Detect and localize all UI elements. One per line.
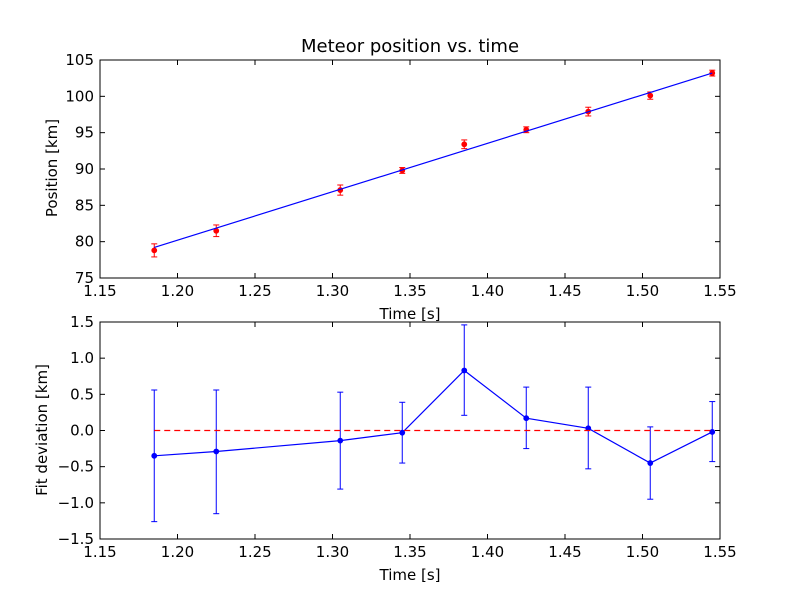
position-x-tick-label: 1.20 xyxy=(161,282,194,300)
deviation-y-tick-label: −1.5 xyxy=(58,530,94,548)
position-x-tick-label: 1.25 xyxy=(238,282,271,300)
deviation-x-tick-label: 1.35 xyxy=(393,543,426,561)
deviation-x-tick-label: 1.20 xyxy=(161,543,194,561)
position-x-tick-label: 1.55 xyxy=(703,282,736,300)
position-x-tick-label: 1.15 xyxy=(83,282,116,300)
deviation-y-tick-label: 1.5 xyxy=(70,313,94,331)
position-x-tick-label: 1.35 xyxy=(393,282,426,300)
position-data-point xyxy=(647,92,654,99)
fit-deviation-plot: Time [s] Fit deviation [km] 1.15 1.20 1.25… xyxy=(33,313,737,584)
deviation-y-tick-label: −1.0 xyxy=(58,494,94,512)
deviation-data-point xyxy=(337,437,344,444)
deviation-data-point xyxy=(647,460,654,466)
deviation-x-tick-label: 1.30 xyxy=(316,543,349,561)
position-plot-y-label: Position [km] xyxy=(43,119,61,217)
position-plot: Meteor position vs. time Time [s] Positi… xyxy=(43,36,737,323)
position-y-tick-label: 90 xyxy=(75,160,94,178)
position-x-tick-label: 1.40 xyxy=(471,282,504,300)
deviation-x-tick-label: 1.45 xyxy=(548,543,581,561)
deviation-x-tick-label: 1.15 xyxy=(83,543,116,561)
fit-deviation-plot-y-label: Fit deviation [km] xyxy=(33,364,51,496)
position-plot-x-label: Time [s] xyxy=(379,305,441,323)
deviation-x-tick-label: 1.55 xyxy=(703,543,736,561)
deviation-y-tick-label: −0.5 xyxy=(58,458,94,476)
deviation-data-point xyxy=(151,452,158,459)
deviation-x-tick-label: 1.40 xyxy=(471,543,504,561)
deviation-data-point xyxy=(523,415,530,422)
deviation-x-tick-label: 1.25 xyxy=(238,543,271,561)
position-series-line xyxy=(154,72,713,249)
deviation-y-tick-label: 0.0 xyxy=(70,422,94,440)
position-y-tick-label: 105 xyxy=(65,51,94,69)
deviation-x-tick-label: 1.50 xyxy=(626,543,659,561)
position-data-point xyxy=(151,247,158,254)
position-x-tick-label: 1.30 xyxy=(316,282,349,300)
position-plot-title: Meteor position vs. time xyxy=(301,36,519,57)
deviation-data-point xyxy=(461,367,468,374)
position-y-tick-label: 95 xyxy=(75,124,94,142)
deviation-data-point xyxy=(709,429,716,435)
fit-deviation-plot-x-label: Time [s] xyxy=(379,566,441,584)
deviation-y-tick-label: 1.0 xyxy=(70,349,94,367)
deviation-y-tick-label: 0.5 xyxy=(70,385,94,403)
position-x-tick-label: 1.45 xyxy=(548,282,581,300)
position-y-tick-label: 85 xyxy=(75,196,94,214)
position-data-point xyxy=(461,141,468,148)
position-x-tick-label: 1.50 xyxy=(626,282,659,300)
deviation-data-point xyxy=(213,448,220,455)
deviation-data-point xyxy=(399,429,406,436)
position-y-tick-label: 75 xyxy=(75,269,94,287)
position-y-tick-label: 100 xyxy=(65,87,94,105)
position-y-tick-label: 80 xyxy=(75,233,94,251)
